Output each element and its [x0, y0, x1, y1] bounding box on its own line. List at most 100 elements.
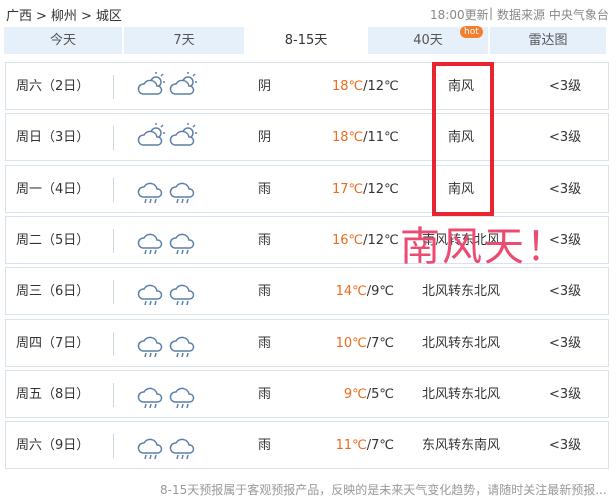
wind-level: <3级	[549, 438, 582, 454]
low-temp: /5℃	[366, 386, 394, 402]
weather-icon	[137, 72, 165, 95]
high-temp: 17℃	[332, 181, 364, 197]
hot-badge: hot	[460, 26, 483, 38]
weather-icon	[137, 438, 163, 460]
low-temp: /12℃	[363, 181, 399, 197]
forecast-row: 周六（2日） 阴 18℃/12℃ 南风 <3级	[5, 62, 609, 110]
wind-level: <3级	[549, 130, 582, 146]
weather-icon	[169, 438, 195, 460]
tab[interactable]: 今天	[4, 27, 124, 54]
temperature: 10℃/7℃	[332, 320, 394, 368]
day: 周二（5日）	[16, 232, 90, 248]
breadcrumb-link[interactable]: 广西	[6, 9, 33, 24]
footer-note: 8-15天预报属于客观预报产品，反映的是未来天气变化趋势，请随时关注最新预报..…	[160, 483, 607, 497]
weather: 雨	[258, 232, 272, 248]
wind: 南风	[447, 130, 474, 146]
wind-level: <3级	[549, 335, 582, 351]
breadcrumb-link[interactable]: 柳州	[50, 9, 77, 24]
weather: 雨	[258, 438, 272, 454]
temperature: 18℃/11℃	[332, 114, 399, 162]
breadcrumb-sep: >	[36, 9, 47, 24]
low-temp: /7℃	[366, 438, 394, 454]
divider	[113, 75, 114, 99]
breadcrumb-link[interactable]: 城区	[95, 9, 122, 24]
update-time: 18:00更新	[430, 8, 489, 22]
high-temp: 10℃	[335, 335, 367, 351]
temperature: 17℃/12℃	[332, 166, 399, 214]
weather-icon	[137, 123, 165, 147]
weather-icon	[169, 284, 195, 306]
weather: 雨	[258, 181, 272, 197]
high-temp: 16℃	[332, 232, 364, 248]
low-temp: /11℃	[363, 130, 399, 146]
day: 周一（4日）	[16, 181, 90, 197]
high-temp: 18℃	[332, 130, 364, 146]
temperature: 9℃/5℃	[332, 371, 394, 419]
weather-icon	[169, 182, 195, 203]
wind: 东风转东南风	[421, 438, 500, 454]
weather-icon	[169, 72, 197, 95]
tab[interactable]: 雷达图	[490, 27, 608, 54]
weather: 雨	[258, 335, 272, 351]
divider	[113, 228, 114, 253]
separator: |	[489, 6, 494, 20]
divider	[113, 382, 114, 407]
high-temp: 9℃	[343, 386, 367, 402]
weather-icon	[169, 336, 195, 357]
day: 周三（6日）	[16, 284, 90, 300]
low-temp: /9℃	[366, 284, 394, 300]
wind-level: <3级	[549, 232, 582, 248]
weather-icon	[137, 233, 163, 255]
wind-level: <3级	[549, 386, 582, 402]
divider	[113, 177, 114, 202]
high-temp: 14℃	[335, 284, 367, 300]
wind: 北风转东北风	[421, 386, 500, 402]
highlight-box	[432, 62, 494, 216]
wind: 北风转东北风	[421, 284, 500, 300]
breadcrumb-sep: >	[80, 9, 92, 24]
forecast-row: 周二（5日） 雨 16℃/12℃ 南风转东北风 <3级	[5, 215, 609, 265]
weather-icon	[169, 123, 197, 147]
forecast-row: 周四（7日） 雨 10℃/7℃ 北风转东北风 <3级	[5, 318, 609, 368]
divider	[113, 434, 114, 459]
wind-level: <3级	[549, 284, 582, 300]
weather: 雨	[258, 284, 272, 300]
divider	[113, 331, 114, 356]
forecast-row: 周日（3日） 阴 18℃/11℃ 南风 <3级	[5, 113, 609, 162]
high-temp: 18℃	[332, 79, 364, 94]
day: 周日（3日）	[16, 130, 90, 146]
temperature: 16℃/12℃	[332, 217, 399, 265]
divider	[113, 126, 114, 151]
weather-icon	[137, 284, 163, 306]
day: 周四（7日）	[16, 335, 90, 351]
temperature: 14℃/9℃	[332, 268, 394, 316]
weather-icon	[137, 336, 163, 357]
wind-level: <3级	[549, 79, 582, 94]
temperature: 11℃/7℃	[332, 422, 394, 470]
wind: 南风转东北风	[421, 232, 500, 248]
weather-icon	[169, 387, 195, 408]
low-temp: /7℃	[366, 335, 394, 351]
forecast-row: 周六（9日） 雨 11℃/7℃ 东风转东南风 <3级	[5, 421, 609, 470]
wind-level: <3级	[549, 181, 582, 197]
day: 周五（8日）	[16, 386, 90, 402]
data-source: 数据来源 中央气象台	[497, 8, 609, 22]
annotation: 南风天！	[400, 224, 568, 270]
wind: 北风转东北风	[421, 335, 500, 351]
day: 周六（2日）	[16, 79, 90, 94]
forecast-row: 周五（8日） 雨 9℃/5℃ 北风转东北风 <3级	[5, 369, 609, 419]
forecast-row: 周一（4日） 雨 17℃/12℃ 南风 <3级	[5, 164, 609, 214]
day: 周六（9日）	[16, 438, 90, 454]
weather-icon	[137, 387, 163, 408]
weather-icon	[137, 182, 163, 203]
tab[interactable]: 8-15天	[246, 27, 368, 54]
wind: 南风	[447, 181, 474, 197]
low-temp: /12℃	[363, 79, 399, 94]
weather: 阴	[258, 79, 272, 94]
forecast-row: 周三（6日） 雨 14℃/9℃ 北风转东北风 <3级	[5, 267, 609, 316]
wind: 南风	[447, 79, 474, 94]
tab[interactable]: 7天	[124, 27, 246, 54]
weather: 阴	[258, 130, 272, 146]
high-temp: 11℃	[335, 438, 367, 454]
